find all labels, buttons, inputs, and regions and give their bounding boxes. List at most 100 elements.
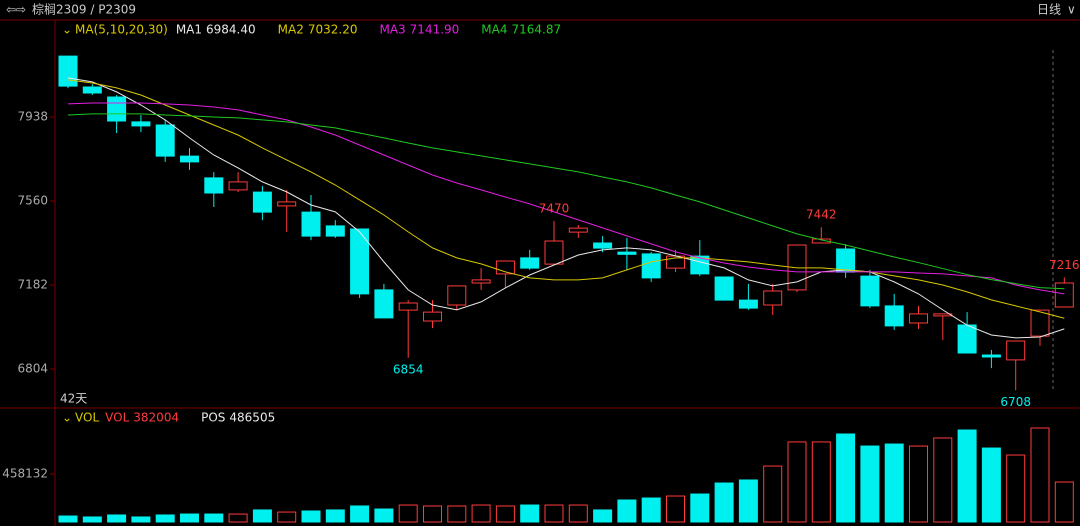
extreme-label: 7216 <box>1049 258 1080 272</box>
y-tick-label: 458132 <box>2 467 48 481</box>
candle-body <box>568 227 588 233</box>
candle-body <box>82 86 102 94</box>
candle-body <box>763 290 783 306</box>
volume-bar <box>252 509 272 523</box>
ma-line <box>67 79 1065 319</box>
candle-body <box>520 257 540 269</box>
candle-body <box>180 155 199 163</box>
volume-bar <box>617 499 637 523</box>
ma-toggle[interactable]: ⌄ <box>62 23 72 37</box>
volume-bar <box>666 495 685 523</box>
volume-bar <box>107 514 127 523</box>
legend-name: POS <box>201 411 225 425</box>
candle-body <box>641 253 661 279</box>
volume-bar <box>301 510 321 523</box>
volume-bar <box>690 493 710 523</box>
candle-body <box>544 240 564 265</box>
volume-bar <box>957 429 977 523</box>
volume-bar <box>1006 454 1026 523</box>
ma-line <box>67 102 1065 295</box>
candle-body <box>374 289 394 319</box>
symbol-title: 棕榈2309 / P2309 <box>32 2 136 17</box>
candle-body <box>277 201 297 207</box>
candle-body <box>714 276 734 301</box>
vol-toggle[interactable]: ⌄ <box>62 411 72 425</box>
volume-bar <box>471 504 491 523</box>
volume-bar <box>933 437 953 523</box>
volume-bar <box>82 516 102 523</box>
volume-bar <box>495 505 515 523</box>
candle-body <box>325 225 345 237</box>
volume-bar <box>398 504 418 523</box>
candle-body <box>1006 340 1026 361</box>
volume-bar <box>544 504 564 523</box>
volume-bar <box>374 508 394 523</box>
candle-body <box>423 311 442 322</box>
legend-value: 6984.40 <box>206 23 256 37</box>
candle-body <box>155 124 175 157</box>
extreme-label: 6854 <box>393 362 424 376</box>
candle-body <box>471 279 491 284</box>
volume-bar <box>228 513 248 523</box>
legend-value: 382004 <box>133 411 179 425</box>
candle-body <box>252 191 272 213</box>
candle-body <box>350 228 370 295</box>
volume-bar <box>860 445 880 523</box>
candle-body <box>131 121 151 127</box>
volume-bar <box>568 504 588 523</box>
volume-bar <box>981 447 1001 523</box>
candle-body <box>593 242 613 249</box>
volume-bar <box>447 505 467 523</box>
ma-line <box>67 77 1065 339</box>
legend-name: MA3 <box>379 23 405 37</box>
candle-body <box>398 302 418 311</box>
candle-body <box>836 248 856 273</box>
volume-bar <box>325 509 345 523</box>
candle-body <box>909 313 928 324</box>
legend-name: VOL <box>105 411 129 425</box>
extreme-label: 7470 <box>539 202 570 216</box>
volume-bar <box>763 465 783 523</box>
volume-bar <box>180 513 199 523</box>
volume-bar <box>155 514 175 523</box>
y-tick-label: 7560 <box>17 194 48 208</box>
legend-value: 7164.87 <box>512 23 562 37</box>
volume-panel: 458132 VOL VOL 382004 POS 486505 <box>2 411 1074 523</box>
volume-bar <box>520 504 540 523</box>
candle-body <box>1054 282 1074 308</box>
volume-bar <box>350 505 370 523</box>
period-arrow[interactable]: ∨ <box>1067 3 1076 17</box>
legend-name: MA2 <box>278 23 304 37</box>
candle-body <box>204 177 224 194</box>
span-label: 42天 <box>60 392 87 406</box>
candle-body <box>107 96 127 122</box>
candle-body <box>738 299 758 309</box>
volume-bar <box>811 441 831 523</box>
y-tick-label: 7938 <box>17 110 48 124</box>
legend-name: MA1 <box>176 23 202 37</box>
legend-value: 486505 <box>229 411 275 425</box>
volume-bar <box>204 513 224 523</box>
candle-body <box>981 354 1001 358</box>
volume-bar <box>423 505 442 523</box>
candle-body <box>1030 309 1050 337</box>
nav-icon[interactable]: ⇦⇨ <box>6 3 26 17</box>
candle-body <box>58 55 78 87</box>
candle-body <box>617 251 637 255</box>
volume-bar <box>787 441 807 523</box>
ma-line <box>67 113 1065 290</box>
volume-bar <box>836 433 856 523</box>
legend-name: MA4 <box>481 23 507 37</box>
extreme-label: 6708 <box>1000 395 1031 409</box>
extreme-label: 7442 <box>806 208 837 222</box>
legend-value: 7032.20 <box>308 23 358 37</box>
y-tick-label: 7182 <box>17 278 48 292</box>
candle-body <box>860 275 880 307</box>
candle-body <box>447 285 467 306</box>
period[interactable]: 日线 <box>1037 3 1061 17</box>
candle-body <box>957 324 977 354</box>
volume-bar <box>909 445 928 523</box>
volume-bar <box>277 511 297 523</box>
